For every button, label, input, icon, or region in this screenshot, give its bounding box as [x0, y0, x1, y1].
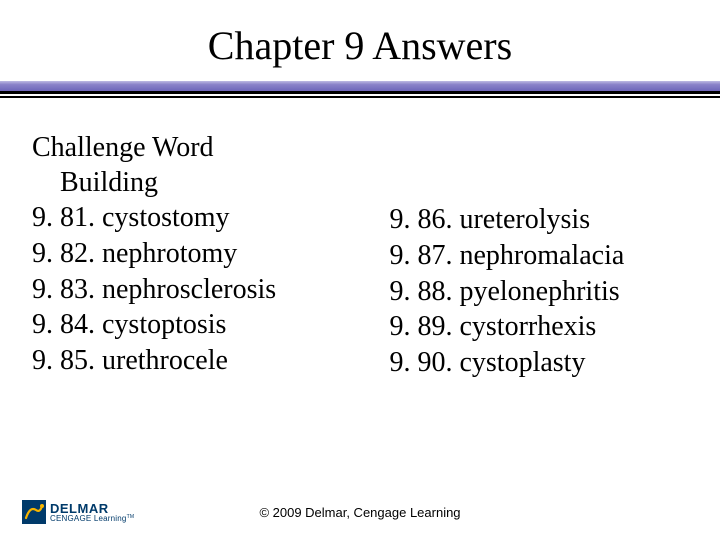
section-heading-line2: Building	[32, 165, 389, 200]
title-underline-band	[0, 81, 720, 98]
right-column: 9. 86. ureterolysis 9. 87. nephromalacia…	[389, 130, 694, 381]
section-heading: Challenge Word Building	[32, 130, 389, 200]
slide-title: Chapter 9 Answers	[0, 0, 720, 81]
slide: Chapter 9 Answers Challenge Word Buildin…	[0, 0, 720, 540]
list-item: 9. 81. cystostomy	[32, 200, 389, 236]
list-item: 9. 89. cystorrhexis	[389, 309, 694, 345]
list-item: 9. 90. cystoplasty	[389, 345, 694, 381]
list-item: 9. 84. cystoptosis	[32, 307, 389, 343]
band-gradient	[0, 81, 720, 91]
content-area: Challenge Word Building 9. 81. cystostom…	[32, 130, 694, 381]
left-column: Challenge Word Building 9. 81. cystostom…	[32, 130, 389, 381]
band-line-thin	[0, 96, 720, 98]
copyright-text: © 2009 Delmar, Cengage Learning	[0, 505, 720, 520]
list-item: 9. 83. nephrosclerosis	[32, 272, 389, 308]
list-item: 9. 86. ureterolysis	[389, 202, 694, 238]
footer: DELMAR CENGAGE LearningTM © 2009 Delmar,…	[0, 500, 720, 524]
section-heading-line1: Challenge Word	[32, 132, 214, 163]
list-item: 9. 82. nephrotomy	[32, 236, 389, 272]
list-item: 9. 88. pyelonephritis	[389, 274, 694, 310]
list-item: 9. 85. urethrocele	[32, 343, 389, 379]
list-item: 9. 87. nephromalacia	[389, 238, 694, 274]
